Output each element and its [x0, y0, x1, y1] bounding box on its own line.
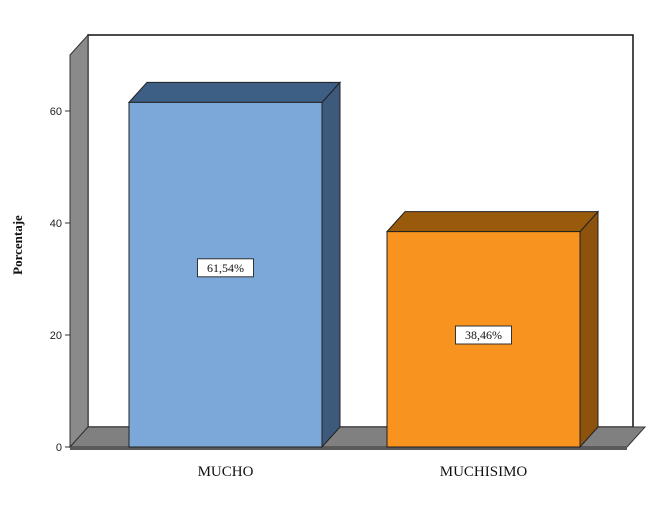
x-axis: MUCHO MUCHISIMO — [198, 464, 528, 480]
data-label: 38,46% — [465, 328, 502, 342]
bar-side — [321, 81, 341, 449]
y-tick-label: 0 — [56, 442, 62, 454]
x-tick-label: MUCHISIMO — [440, 464, 528, 480]
floor-edge — [70, 447, 627, 450]
y-axis-label: Porcentaje — [10, 215, 25, 275]
y-tick-label: 40 — [50, 218, 62, 230]
data-label: 61,54% — [207, 261, 244, 275]
y-tick-label: 60 — [50, 106, 62, 118]
data-label-box — [455, 325, 512, 345]
bar-mucho: 61,54% — [127, 81, 342, 449]
y-axis: 0 20 40 60 — [50, 55, 71, 454]
data-label-box — [197, 258, 254, 278]
bars: 61,54% 38,46% — [127, 81, 600, 449]
y-tick-label: 20 — [50, 330, 62, 342]
bar-muchisimo: 38,46% — [385, 210, 600, 449]
x-tick-label: MUCHO — [198, 464, 254, 480]
bar-top — [385, 211, 600, 233]
side-wall — [69, 33, 89, 449]
bar-top — [127, 81, 342, 103]
bar-side — [579, 210, 599, 449]
